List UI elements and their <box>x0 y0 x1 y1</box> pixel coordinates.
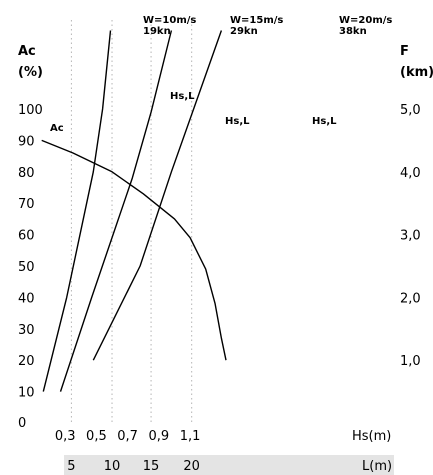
x-tick-label: 1,1 <box>180 429 201 444</box>
x-tick-label: 0,3 <box>55 429 76 444</box>
ac-curve <box>41 139 227 361</box>
wind-speed-knots-2: 29kn <box>230 26 258 37</box>
right-tick-label: 3,0 <box>400 229 421 244</box>
left-tick-label: 40 <box>18 291 35 306</box>
wind-speed-label-3: W=20m/s <box>339 15 392 26</box>
left-axis-unit: (%) <box>18 65 43 80</box>
l-tick-label: 10 <box>104 459 121 474</box>
left-tick-label: 60 <box>18 229 35 244</box>
x-axis-label: Hs(m) <box>352 429 391 444</box>
left-tick-label: 30 <box>18 323 35 338</box>
left-tick-label: 80 <box>18 166 35 181</box>
gridlines <box>70 20 193 425</box>
right-tick-label: 1,0 <box>400 354 421 369</box>
curves <box>41 30 227 392</box>
left-tick-label: 50 <box>18 260 35 275</box>
wind-speed-knots-3: 38kn <box>339 26 367 37</box>
left-axis-title: Ac <box>18 44 36 59</box>
wind-speed-label-1: W=10m/s <box>143 15 196 26</box>
hs-curve-1 <box>42 30 112 392</box>
left-tick-label: 100 <box>18 103 43 118</box>
right-axis-title: F <box>400 44 409 59</box>
curve-labels: Ac Hs,L Hs,L Hs,L <box>50 91 337 134</box>
wind-speed-label-2: W=15m/s <box>230 15 283 26</box>
hs-curve-3 <box>92 30 223 361</box>
left-tick-label: 0 <box>18 416 26 431</box>
x-tick-label: 0,9 <box>149 429 170 444</box>
right-axis-unit: (km) <box>400 65 433 80</box>
l-axis-label: L(m) <box>362 459 392 474</box>
left-tick-label: 90 <box>18 134 35 149</box>
l-axis-ticks: 5 10 15 20 <box>67 459 200 474</box>
l-tick-label: 20 <box>183 459 200 474</box>
left-tick-label: 20 <box>18 354 35 369</box>
right-axis-ticks: 1,0 2,0 3,0 4,0 5,0 <box>400 103 421 369</box>
right-tick-label: 4,0 <box>400 166 421 181</box>
right-tick-label: 2,0 <box>400 291 421 306</box>
x-tick-label: 0,5 <box>86 429 107 444</box>
left-tick-label: 10 <box>18 386 35 401</box>
l-tick-label: 5 <box>67 459 75 474</box>
x-tick-label: 0,7 <box>117 429 138 444</box>
ac-curve-label: Ac <box>50 123 64 134</box>
hs-curve-label-2: Hs,L <box>225 116 250 127</box>
right-tick-label: 5,0 <box>400 103 421 118</box>
hs-curve-2 <box>59 30 173 392</box>
hs-curve-label-3: Hs,L <box>312 116 337 127</box>
left-axis-ticks: 0 10 20 30 40 50 60 70 80 90 100 <box>18 103 43 431</box>
hs-curve-label-1: Hs,L <box>170 91 195 102</box>
left-tick-label: 70 <box>18 197 35 212</box>
wind-speed-knots-1: 19kn <box>143 26 171 37</box>
l-tick-label: 15 <box>143 459 160 474</box>
l-scale-band <box>64 455 394 475</box>
x-axis-ticks: 0,3 0,5 0,7 0,9 1,1 <box>55 429 201 444</box>
